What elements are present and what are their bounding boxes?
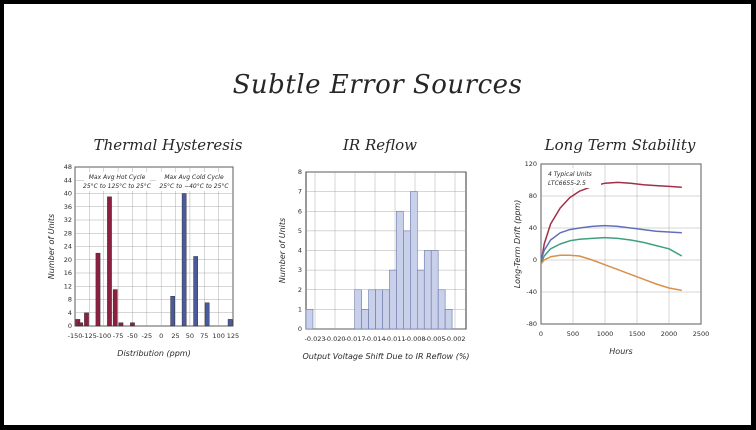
- chart-title-ir-reflow: IR Reflow: [342, 136, 418, 154]
- x-tick-label: 2000: [661, 330, 678, 338]
- annotation-hot-title: Max Avg Hot Cycle: [89, 174, 146, 181]
- y-axis-label: Long-Term Drift (ppm): [513, 200, 522, 289]
- histogram-bar: [95, 252, 101, 327]
- histogram-bar: [227, 319, 233, 327]
- x-tick-label: 25: [171, 332, 179, 340]
- annotation-bg: [84, 172, 150, 191]
- x-tick-label: -0.008: [405, 335, 426, 343]
- y-tick-label: 8: [68, 296, 72, 304]
- y-tick-label: 36: [64, 203, 72, 211]
- x-tick-label: 100: [212, 332, 224, 340]
- x-tick-label: -75: [113, 332, 124, 340]
- y-tick-label: 0: [298, 325, 302, 333]
- series-line: [540, 181, 682, 265]
- histogram-bar: [118, 322, 124, 327]
- series-line: [540, 224, 682, 261]
- x-tick-label: -100: [96, 332, 111, 340]
- y-tick-label: 4: [68, 309, 72, 317]
- y-tick-label: 6: [298, 207, 302, 215]
- series-line: [540, 236, 683, 265]
- annotation-bg: [156, 172, 232, 191]
- chart-title-thermal-hysteresis: Thermal Hysteresis: [93, 136, 243, 154]
- histogram-bar: [204, 302, 210, 327]
- y-tick-label: 3: [298, 266, 302, 274]
- y-tick-label: 40: [64, 190, 72, 198]
- y-tick-label: -40: [526, 288, 537, 296]
- x-tick-label: -0.020: [325, 335, 346, 343]
- x-tick-label: -0.011: [385, 335, 406, 343]
- y-tick-label: 20: [64, 256, 72, 264]
- annotation-units: 4 Typical Units: [548, 171, 592, 178]
- x-tick-label: 1500: [629, 330, 646, 338]
- y-tick-label: 48: [64, 163, 72, 171]
- y-tick-label: 0: [533, 256, 537, 264]
- x-axis-label: Distribution (ppm): [117, 349, 190, 358]
- x-tick-label: 75: [200, 332, 208, 340]
- x-tick-label: -0.023: [305, 335, 326, 343]
- y-tick-label: 4: [298, 247, 302, 255]
- x-tick-label: -0.017: [345, 335, 366, 343]
- x-axis-label: Output Voltage Shift Due to IR Reflow (%…: [302, 352, 469, 361]
- slide-title: Subtle Error Sources: [232, 70, 523, 100]
- x-tick-label: 0: [159, 332, 163, 340]
- x-tick-label: -0.002: [445, 335, 466, 343]
- y-axis-label: Number of Units: [47, 214, 56, 279]
- x-tick-label: 125: [227, 332, 239, 340]
- chart-title-long-term-stability: Long Term Stability: [544, 136, 696, 154]
- x-tick-label: -0.014: [365, 335, 386, 343]
- y-axis-label: Number of Units: [278, 218, 287, 283]
- histogram-bar: [181, 193, 187, 327]
- y-tick-label: 7: [298, 188, 302, 196]
- y-tick-label: 24: [64, 243, 72, 251]
- histogram-bar: [78, 322, 84, 327]
- y-tick-label: 16: [64, 269, 72, 277]
- x-tick-label: 500: [567, 330, 579, 338]
- y-tick-label: 28: [64, 229, 72, 237]
- histogram-bar: [107, 196, 112, 327]
- x-tick-label: 1000: [597, 330, 614, 338]
- x-tick-label: -25: [142, 332, 153, 340]
- annotation-cold-title: Max Avg Cold Cycle: [164, 174, 224, 181]
- slide: Subtle Error Sources Thermal Hysteresis …: [4, 4, 751, 425]
- annotation-bg: [545, 168, 601, 188]
- y-tick-label: 2: [298, 286, 302, 294]
- x-axis-label: Hours: [609, 347, 632, 356]
- y-tick-label: -80: [526, 320, 537, 328]
- x-tick-label: -50: [127, 332, 138, 340]
- y-tick-label: 8: [298, 168, 302, 176]
- y-tick-label: 80: [529, 192, 537, 200]
- y-tick-label: 32: [64, 216, 72, 224]
- annotation-cold-range: 25°C to −40°C to 25°C: [159, 183, 229, 190]
- y-tick-label: 1: [298, 305, 302, 313]
- histogram-bar: [130, 322, 135, 327]
- y-tick-label: 120: [525, 160, 537, 168]
- x-tick-label: 0: [539, 330, 543, 338]
- histogram-bar: [193, 256, 198, 327]
- y-tick-label: 12: [64, 282, 72, 290]
- histogram-bar: [84, 312, 89, 327]
- histogram-bar: [170, 295, 175, 327]
- histogram-bar: [112, 289, 118, 327]
- y-tick-label: 0: [68, 322, 72, 330]
- x-tick-label: -0.005: [425, 335, 446, 343]
- histogram-bar: [444, 309, 453, 330]
- long-term-stability-chart: -80 -40 0 40 80 120 0 500 1000 1500 2000 2500 4 Typi…: [513, 160, 710, 356]
- y-tick-label: 44: [64, 176, 72, 184]
- histogram-bar: [305, 309, 314, 330]
- annotation-part: LTC6655-2.5: [548, 180, 586, 187]
- x-tick-label: 50: [186, 332, 194, 340]
- y-tick-label: 40: [529, 224, 537, 232]
- x-tick-label: 2500: [693, 330, 710, 338]
- x-tick-label: -150: [68, 332, 83, 340]
- histogram-bar: [410, 191, 418, 330]
- y-tick-label: 5: [298, 227, 302, 235]
- x-tick-label: -125: [82, 332, 97, 340]
- series-line: [540, 254, 682, 292]
- annotation-hot-range: 25°C to 125°C to 25°C: [83, 183, 152, 190]
